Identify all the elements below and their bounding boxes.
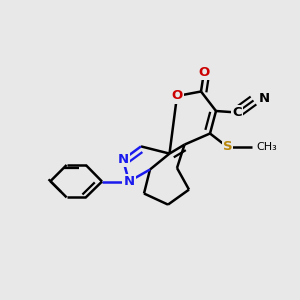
Text: O: O (171, 89, 183, 103)
Text: O: O (198, 65, 210, 79)
Text: S: S (223, 140, 232, 154)
Text: N: N (117, 153, 129, 166)
Text: N: N (259, 92, 270, 105)
Text: C: C (232, 106, 242, 119)
Text: N: N (123, 175, 135, 188)
Text: CH₃: CH₃ (256, 142, 277, 152)
